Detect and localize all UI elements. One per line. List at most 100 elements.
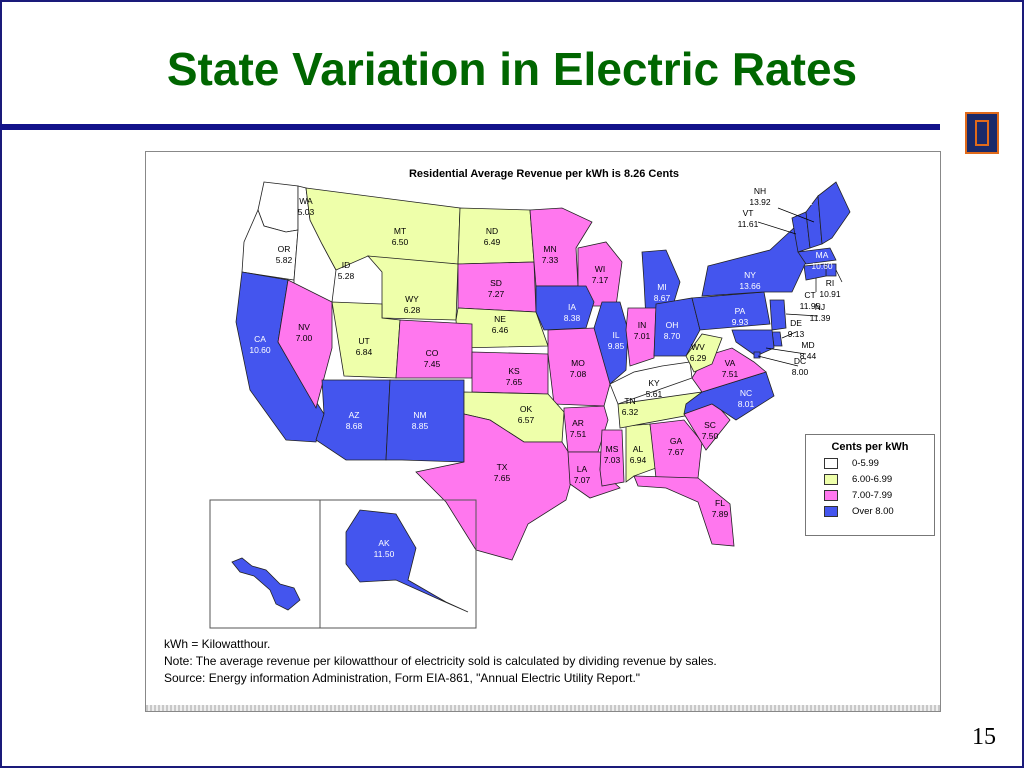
- state-tx: [415, 413, 577, 561]
- state-ne: [455, 307, 549, 349]
- state-ga: [649, 419, 703, 479]
- state-value-label: 7.50: [702, 431, 719, 441]
- state-value-label: 5.82: [276, 255, 293, 265]
- state-value-label: 11.61: [738, 219, 759, 229]
- legend-label: 0-5.99: [852, 458, 879, 469]
- state-code-label: IN: [638, 320, 647, 330]
- state-ia: [535, 285, 595, 331]
- state-nj: [769, 299, 787, 331]
- state-code-label: FL: [715, 498, 725, 508]
- state-value-label: 8.67: [654, 293, 671, 303]
- state-value-label: 11.50: [374, 549, 395, 559]
- state-oh: [653, 297, 701, 357]
- state-value-label: 6.94: [630, 455, 647, 465]
- state-dc: [753, 351, 761, 359]
- state-az: [315, 379, 391, 461]
- state-nv: [277, 279, 333, 410]
- state-value-label: 13.92: [749, 197, 771, 207]
- state-ms: [599, 429, 625, 487]
- state-nd: [457, 207, 535, 265]
- leader-line: [785, 313, 819, 317]
- leader-line: [781, 331, 797, 339]
- state-in: [625, 307, 657, 367]
- state-pa: [691, 291, 771, 331]
- state-code-label: NE: [494, 314, 506, 324]
- state-ak: [345, 509, 469, 613]
- state-code-label: MA: [816, 250, 829, 260]
- leader-line: [757, 221, 797, 235]
- note-line: Source: Energy information Administratio…: [164, 671, 641, 685]
- state-code-label: LA: [577, 464, 588, 474]
- state-code-label: GA: [670, 436, 683, 446]
- leader-line: [777, 207, 815, 223]
- state-code-label: ND: [486, 226, 498, 236]
- leader-line: [765, 347, 807, 355]
- state-value-label: 7.51: [570, 429, 587, 439]
- legend-title: Cents per kWh: [831, 441, 909, 453]
- state-code-label: AZ: [349, 410, 360, 420]
- state-value-label: 10.91: [819, 289, 841, 299]
- legend-item: 7.00-7.99: [824, 490, 934, 501]
- state-value-label: 7.45: [424, 359, 441, 369]
- state-code-label: MS: [606, 444, 619, 454]
- state-value-label: 11.95: [800, 301, 821, 311]
- legend-label: 7.00-7.99: [852, 490, 893, 501]
- state-value-label: 7.33: [542, 255, 559, 265]
- state-code-label: MO: [571, 358, 585, 368]
- state-code-label: VT: [743, 208, 754, 218]
- state-code-label: WY: [405, 294, 419, 304]
- state-mn: [529, 207, 593, 287]
- note-line: kWh = Kilowatthour.: [164, 637, 271, 651]
- state-value-label: 7.27: [488, 289, 505, 299]
- state-value-label: 9.13: [788, 329, 805, 339]
- state-code-label: IA: [568, 302, 576, 312]
- state-ct: [803, 263, 827, 281]
- state-value-label: 5.03: [298, 207, 315, 217]
- state-code-label: SD: [490, 278, 502, 288]
- state-value-label: 7.08: [570, 369, 587, 379]
- state-code-label: WA: [299, 196, 313, 206]
- legend-swatch: [824, 490, 838, 501]
- state-value-label: 6.49: [484, 237, 501, 247]
- state-value-label: 5.28: [338, 271, 355, 281]
- state-value-label: 6.57: [518, 415, 535, 425]
- state-value-label: 10.60: [249, 345, 271, 355]
- map-legend: Cents per kWh 0-5.99 6.00-6.99 7.00-7.99…: [805, 434, 935, 536]
- state-value-label: 7.67: [668, 447, 685, 457]
- state-code-label: NV: [298, 322, 310, 332]
- state-value-label: 13.02: [791, 197, 813, 207]
- state-nc: [683, 371, 775, 421]
- legend-swatch: [824, 458, 838, 469]
- state-code-label: VA: [725, 358, 736, 368]
- state-code-label: DE: [790, 318, 802, 328]
- state-value-label: 9.93: [732, 317, 749, 327]
- state-value-label: 6.28: [404, 305, 421, 315]
- state-code-label: IL: [612, 330, 619, 340]
- hawaii-inset-frame: [209, 499, 321, 629]
- state-value-label: 7.89: [712, 509, 729, 519]
- state-value-label: 6.32: [622, 407, 639, 417]
- state-wv: [685, 333, 723, 373]
- state-code-label: ME: [796, 186, 809, 196]
- state-code-label: MT: [394, 226, 406, 236]
- legend-item: Over 8.00: [824, 506, 934, 517]
- state-code-label: MI: [657, 282, 666, 292]
- state-fl: [633, 475, 735, 547]
- state-code-label: AR: [572, 418, 584, 428]
- state-code-label: NJ: [815, 302, 825, 312]
- state-code-label: TN: [624, 396, 635, 406]
- alaska-inset-frame: [319, 499, 477, 629]
- map-title: Residential Average Revenue per kWh is 8…: [408, 168, 679, 180]
- figure-footer-strip: [146, 705, 940, 711]
- state-value-label: 5.61: [646, 389, 663, 399]
- state-value-label: 8.38: [564, 313, 581, 323]
- state-nm: [385, 379, 465, 463]
- state-code-label: WI: [595, 264, 605, 274]
- state-value-label: 13.66: [739, 281, 761, 291]
- state-value-label: 7.17: [592, 275, 609, 285]
- state-code-label: MN: [543, 244, 556, 254]
- state-code-label: MD: [801, 340, 814, 350]
- state-ma: [797, 247, 837, 265]
- state-value-label: 8.70: [664, 331, 681, 341]
